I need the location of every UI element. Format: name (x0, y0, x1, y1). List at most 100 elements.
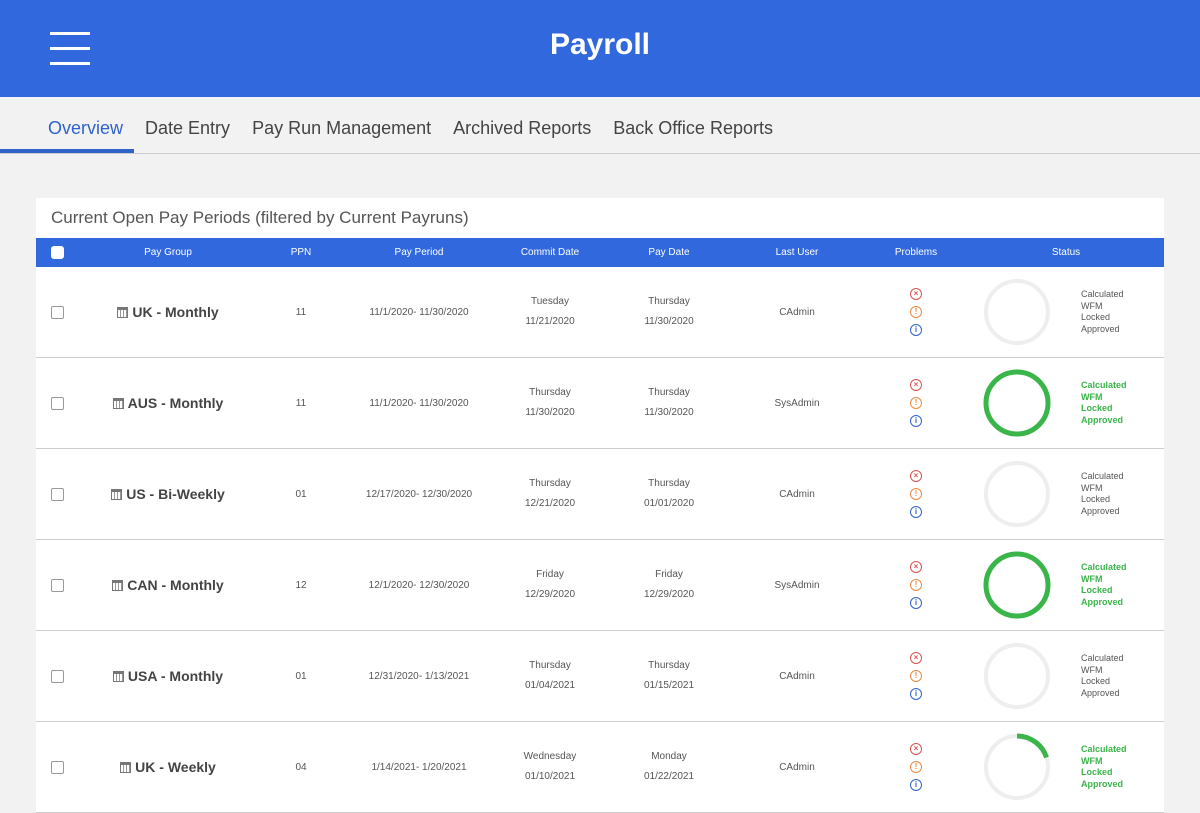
table-row[interactable]: UK - Weekly 04 1/14/2021- 1/20/2021 Wedn… (36, 722, 1164, 813)
ppn: 11 (295, 397, 307, 409)
commit-date: Tuesday 11/21/2020 (492, 292, 608, 332)
tab-pay-run-management[interactable]: Pay Run Management (252, 118, 432, 138)
pay-period: 11/1/2020- 11/30/2020 (369, 306, 469, 318)
progress-fill (983, 551, 1051, 619)
info-icon[interactable]: i (910, 415, 922, 427)
status-label: Approved (1081, 596, 1124, 607)
select-all-checkbox[interactable] (51, 246, 64, 259)
warning-icon[interactable]: ! (910, 306, 922, 318)
calendar-icon (112, 670, 124, 682)
warning-icon[interactable]: ! (910, 488, 922, 500)
info-icon[interactable]: i (910, 324, 922, 336)
column-header[interactable]: Commit Date (520, 247, 580, 258)
pay-date: Thursday 01/15/2021 (608, 656, 730, 696)
pay-group-link[interactable]: CAN - Monthly (127, 577, 224, 593)
tab-bar: Overview Date Entry Pay Run Management Arch… (0, 97, 1200, 154)
commit-day: Thursday (529, 660, 571, 671)
status-label: Locked (1081, 585, 1113, 595)
status-labels: Calculated WFM Locked Approved (1081, 471, 1124, 517)
page-title: Payroll (549, 28, 651, 61)
progress-ring (983, 278, 1051, 346)
error-icon[interactable]: × (910, 743, 922, 755)
commit-date: Friday 12/29/2020 (492, 565, 608, 605)
status-labels: Calculated WFM Locked Approved (1081, 653, 1124, 699)
row-checkbox[interactable] (51, 487, 64, 501)
status-label: WFM (1081, 482, 1103, 493)
column-header[interactable]: Problems (894, 247, 938, 258)
column-header[interactable]: Status (1051, 247, 1081, 258)
error-icon[interactable]: × (910, 652, 922, 664)
info-icon[interactable]: i (910, 506, 922, 518)
commit-date-value: 01/10/2021 (524, 771, 576, 782)
progress-track (984, 643, 1050, 709)
pay-day: Friday (655, 569, 683, 580)
warning-icon[interactable]: ! (910, 761, 922, 773)
calendar-icon (120, 761, 132, 773)
pay-group-link[interactable]: USA - Monthly (127, 668, 224, 684)
pay-group-link[interactable]: UK - Monthly (132, 304, 219, 320)
tab-back-office-reports[interactable]: Back Office Reports (613, 118, 773, 138)
calendar-icon (112, 579, 124, 591)
status-label: WFM (1081, 755, 1103, 766)
table-row[interactable]: CAN - Monthly 12 12/1/2020- 12/30/2020 F… (36, 540, 1164, 631)
pay-period: 1/14/2021- 1/20/2021 (371, 761, 467, 773)
pay-group-link[interactable]: UK - Weekly (135, 759, 216, 775)
table-row[interactable]: USA - Monthly 01 12/31/2020- 1/13/2021 T… (36, 631, 1164, 722)
commit-date-value: 01/04/2021 (524, 680, 576, 691)
tab-date-entry[interactable]: Date Entry (145, 118, 231, 138)
status-cell: Calculated WFM Locked Approved (968, 278, 1164, 346)
column-header[interactable]: Pay Period (394, 247, 444, 258)
pay-group-link[interactable]: AUS - Monthly (127, 395, 224, 411)
table-row[interactable]: US - Bi-Weekly 01 12/17/2020- 12/30/2020… (36, 449, 1164, 540)
ppn: 12 (295, 579, 307, 591)
commit-day: Thursday (529, 387, 571, 398)
warning-icon[interactable]: ! (910, 397, 922, 409)
commit-day: Wednesday (523, 751, 577, 762)
row-checkbox[interactable] (51, 760, 64, 774)
status-label: WFM (1081, 300, 1103, 311)
error-icon[interactable]: × (910, 288, 922, 300)
last-user: CAdmin (779, 761, 815, 773)
pay-date: Monday 01/22/2021 (608, 747, 730, 787)
warning-icon[interactable]: ! (910, 670, 922, 682)
table-row[interactable]: UK - Monthly 11 11/1/2020- 11/30/2020 Tu… (36, 267, 1164, 358)
row-checkbox[interactable] (51, 305, 64, 319)
info-icon[interactable]: i (910, 779, 922, 791)
last-user: SysAdmin (774, 579, 820, 591)
column-header[interactable]: Pay Date (648, 247, 690, 258)
tab-archived-reports[interactable]: Archived Reports (453, 118, 592, 138)
hamburger-icon[interactable] (50, 32, 90, 65)
tab-overview[interactable]: Overview (0, 97, 135, 153)
error-icon[interactable]: × (910, 470, 922, 482)
row-checkbox[interactable] (51, 396, 64, 410)
status-label: Calculated (1081, 289, 1124, 299)
status-cell: Calculated WFM Locked Approved (968, 369, 1164, 437)
pay-group-link[interactable]: US - Bi-Weekly (126, 486, 225, 502)
status-label: WFM (1081, 664, 1103, 675)
info-icon[interactable]: i (910, 688, 922, 700)
ppn: 01 (295, 488, 307, 500)
calendar-icon (112, 397, 124, 409)
row-checkbox[interactable] (51, 578, 64, 592)
last-user: SysAdmin (774, 397, 820, 409)
error-icon[interactable]: × (910, 379, 922, 391)
status-label: Approved (1081, 323, 1120, 334)
info-icon[interactable]: i (910, 597, 922, 609)
progress-fill (983, 369, 1051, 437)
pay-date-value: 11/30/2020 (644, 316, 694, 327)
column-header[interactable]: Last User (775, 247, 819, 258)
calendar-icon (111, 488, 123, 500)
pay-date: Thursday 11/30/2020 (608, 292, 730, 332)
table-row[interactable]: AUS - Monthly 11 11/1/2020- 11/30/2020 T… (36, 358, 1164, 449)
commit-day: Tuesday (531, 296, 569, 307)
column-header[interactable]: Pay Group (144, 247, 192, 258)
row-checkbox[interactable] (51, 669, 64, 683)
pay-period: 12/31/2020- 1/13/2021 (368, 670, 470, 682)
status-label: Locked (1081, 403, 1113, 413)
warning-icon[interactable]: ! (910, 579, 922, 591)
error-icon[interactable]: × (910, 561, 922, 573)
pay-date: Thursday 11/30/2020 (608, 383, 730, 423)
app-header: Payroll (0, 0, 1200, 97)
pay-date-value: 11/30/2020 (644, 407, 694, 418)
column-header[interactable]: PPN (290, 247, 312, 258)
